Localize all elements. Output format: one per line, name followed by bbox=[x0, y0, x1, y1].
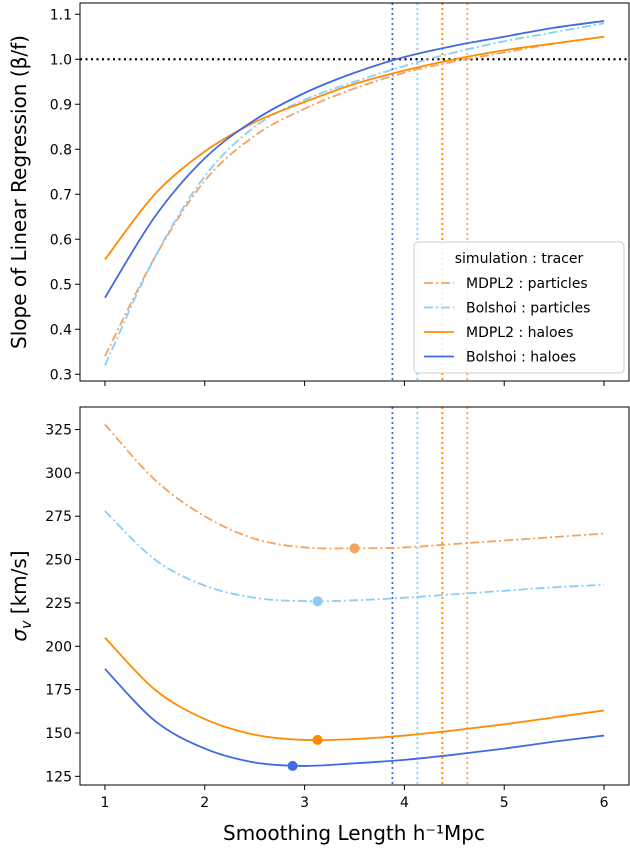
series-line bbox=[104, 636, 605, 742]
y-tick-label: 0.3 bbox=[50, 367, 72, 383]
bottom-axes-frame bbox=[79, 406, 630, 786]
y-tick-label: 0.6 bbox=[50, 232, 72, 248]
top-y-axis-label: Slope of Linear Regression (β/f) bbox=[7, 35, 31, 349]
y-tick-label: 1.1 bbox=[50, 7, 72, 23]
top-axes-frame bbox=[79, 2, 630, 382]
series-line bbox=[104, 35, 605, 261]
velocity-dispersion-panel: 125 150 175 200 225 250 275 300 325 1 2 3 4 5 6 σv [k… bbox=[7, 406, 630, 845]
bottom-x-ticks: 1 2 3 4 5 6 bbox=[100, 785, 609, 811]
x-tick-label: 4 bbox=[400, 795, 409, 811]
legend-entry-label: MDPL2 : particles bbox=[466, 276, 588, 292]
y-tick-label: 200 bbox=[45, 639, 72, 655]
series-line bbox=[104, 423, 605, 550]
legend-entry-label: Bolshoi : haloes bbox=[466, 350, 576, 366]
legend-entry-label: Bolshoi : particles bbox=[466, 301, 590, 317]
x-tick-label: 2 bbox=[200, 795, 209, 811]
series-line bbox=[104, 22, 605, 366]
top-x-ticks bbox=[104, 381, 605, 386]
y-tick-label: 175 bbox=[45, 683, 72, 699]
bottom-vertical-markers bbox=[391, 407, 469, 785]
y-tick-label: 225 bbox=[45, 596, 72, 612]
x-tick-label: 1 bbox=[100, 795, 109, 811]
minimum-point bbox=[287, 760, 298, 771]
y-tick-label: 275 bbox=[45, 509, 72, 525]
minimum-point bbox=[312, 734, 323, 745]
series-line bbox=[104, 20, 605, 299]
legend-title: simulation : tracer bbox=[455, 251, 584, 267]
series-line bbox=[104, 668, 605, 767]
x-tick-label: 3 bbox=[300, 795, 309, 811]
y-tick-label: 0.8 bbox=[50, 142, 72, 158]
top-y-ticks: 0.3 0.4 0.5 0.6 0.7 0.8 0.9 1.0 1.1 bbox=[50, 7, 80, 383]
slope-panel: 0.3 0.4 0.5 0.6 0.7 0.8 0.9 1.0 1.1 Slope of Lin… bbox=[7, 2, 630, 386]
legend-box bbox=[413, 241, 625, 374]
y-tick-label: 1.0 bbox=[50, 52, 72, 68]
y-tick-label: 300 bbox=[45, 466, 72, 482]
y-tick-label: 0.4 bbox=[50, 322, 72, 338]
y-tick-label: 125 bbox=[45, 769, 72, 785]
bottom-series-lines bbox=[104, 423, 605, 767]
y-tick-label: 0.5 bbox=[50, 277, 72, 293]
bottom-y-ticks: 125 150 175 200 225 250 275 300 325 bbox=[45, 423, 80, 785]
y-tick-label: 0.9 bbox=[50, 97, 72, 113]
top-series-lines bbox=[104, 20, 605, 366]
y-tick-label: 0.7 bbox=[50, 187, 72, 203]
y-tick-label: 150 bbox=[45, 726, 72, 742]
minimum-point bbox=[312, 596, 323, 607]
x-tick-label: 6 bbox=[600, 795, 609, 811]
x-axis-label: Smoothing Length h⁻¹Mpc bbox=[223, 821, 485, 845]
minimum-markers bbox=[287, 543, 360, 771]
legend: simulation : tracer MDPL2 : particles Bol… bbox=[413, 241, 625, 374]
legend-entry-label: MDPL2 : haloes bbox=[466, 325, 573, 341]
bottom-y-axis-label: σv [km/s] bbox=[7, 550, 35, 641]
minimum-point bbox=[349, 543, 360, 554]
y-tick-label: 250 bbox=[45, 553, 72, 569]
x-tick-label: 5 bbox=[500, 795, 509, 811]
legend-entries: MDPL2 : particles Bolshoi : particles MDPL… bbox=[424, 276, 590, 366]
series-line bbox=[104, 510, 605, 603]
y-tick-label: 325 bbox=[45, 423, 72, 439]
